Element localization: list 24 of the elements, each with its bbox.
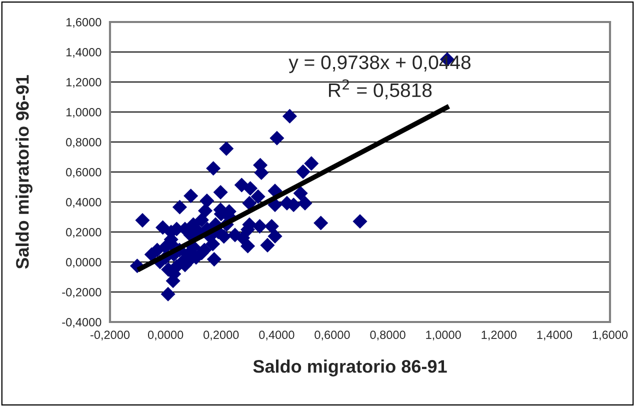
y-tick-label: 0,4000 — [66, 198, 102, 208]
y-tick-label: 0,8000 — [66, 138, 102, 148]
y-tick-label: 0,0000 — [66, 258, 102, 268]
x-tick-label: 0,0000 — [148, 330, 184, 340]
y-axis-title: Saldo migratorio 96-91 — [16, 75, 32, 269]
x-tick-label: 0,6000 — [314, 330, 350, 340]
annotation: y = 0,9738x + 0,0448 — [288, 55, 471, 74]
y-tick-label: 1,4000 — [66, 48, 102, 58]
y-tick-label: 0,2000 — [66, 228, 102, 238]
x-tick-label: 0,8000 — [370, 330, 406, 340]
y-tick-label: -0,2000 — [62, 288, 102, 298]
x-tick-label: 1,0000 — [426, 330, 461, 340]
x-tick-label: -0,2000 — [90, 330, 130, 340]
x-tick-label: 0,2000 — [204, 330, 239, 340]
x-tick-label: 1,2000 — [482, 330, 516, 340]
x-axis-title: Saldo migratorio 86-91 — [253, 360, 447, 376]
y-tick-label: 1,6000 — [66, 18, 102, 28]
y-tick-label: 1,2000 — [66, 78, 102, 88]
y-tick-label: -0,4000 — [62, 318, 102, 328]
x-tick-label: 1,4000 — [537, 330, 572, 340]
x-tick-label: 1,6000 — [592, 330, 628, 340]
y-tick-label: 0,6000 — [66, 168, 102, 178]
x-tick-label: 0,4000 — [259, 330, 294, 340]
y-tick-label: 1,0000 — [66, 108, 102, 118]
